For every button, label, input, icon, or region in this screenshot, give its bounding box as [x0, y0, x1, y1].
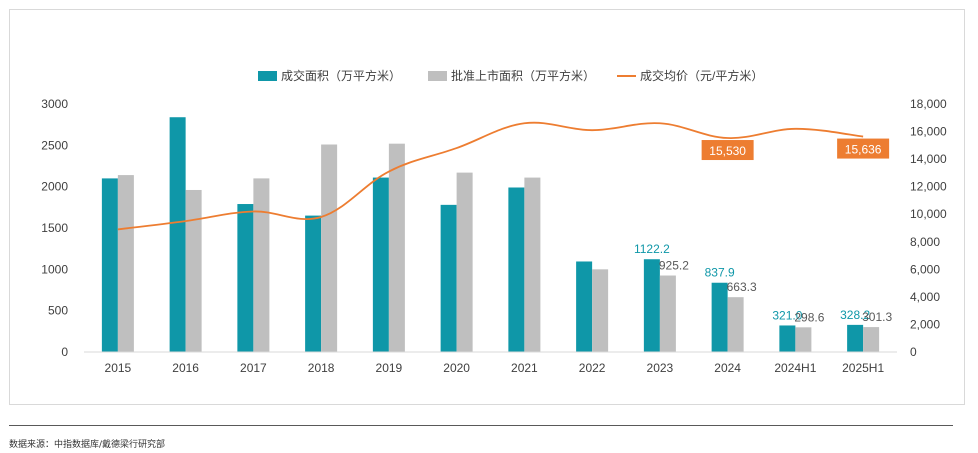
- bar-approved-area: [456, 172, 473, 352]
- bar-transaction-area: [305, 215, 322, 352]
- bar-transaction-area: [237, 204, 254, 352]
- x-tick-label: 2025H1: [842, 361, 884, 375]
- bar-transaction-area: [101, 178, 118, 352]
- bar-value-label: 663.3: [727, 280, 757, 294]
- x-tick-label: 2018: [308, 361, 335, 375]
- bar-transaction-area: [779, 325, 796, 352]
- y-right-tick-label: 18,000: [910, 97, 947, 111]
- legend-swatch: [258, 71, 277, 81]
- y-right-tick-label: 0: [910, 345, 917, 359]
- x-tick-label: 2017: [240, 361, 267, 375]
- bar-transaction-area: [576, 261, 593, 352]
- bar-approved-area: [185, 189, 202, 352]
- x-tick-label: 2024: [714, 361, 741, 375]
- x-tick-label: 2024H1: [774, 361, 816, 375]
- bar-approved-area: [524, 177, 541, 352]
- legend-label: 成交均价（元/平方米）: [640, 68, 763, 83]
- y-left-tick-label: 1500: [41, 221, 68, 235]
- bar-approved-area: [795, 327, 812, 352]
- bar-approved-area: [117, 175, 134, 352]
- x-tick-label: 2016: [172, 361, 199, 375]
- bar-approved-area: [388, 143, 405, 352]
- bar-transaction-area: [440, 204, 457, 352]
- y-right-tick-label: 8,000: [910, 235, 940, 249]
- bar-value-label: 1122.2: [634, 242, 670, 256]
- x-tick-label: 2015: [105, 361, 132, 375]
- bar-value-label: 925.2: [659, 259, 689, 273]
- source-note: 数据来源：中指数据库/戴德梁行研究部: [9, 440, 166, 450]
- footer-divider: [9, 425, 953, 426]
- line-average-price: [117, 121, 864, 231]
- y-left-tick-label: 2500: [41, 138, 68, 152]
- bar-approved-area: [253, 178, 270, 352]
- bar-transaction-area: [847, 324, 864, 352]
- bar-transaction-area: [643, 259, 660, 352]
- y-left-tick-label: 500: [48, 304, 68, 318]
- bar-approved-area: [592, 269, 609, 352]
- price-callout-box: [701, 140, 754, 161]
- bar-value-label: 301.3: [862, 310, 892, 324]
- bar-value-label: 298.6: [794, 310, 824, 324]
- y-right-tick-label: 12,000: [910, 180, 947, 194]
- legend-swatch: [428, 71, 447, 81]
- legend-label: 批准上市面积（万平方米）: [451, 68, 595, 83]
- y-right-tick-label: 16,000: [910, 125, 947, 139]
- price-callout-box: [837, 138, 890, 159]
- y-left-tick-label: 0: [61, 345, 68, 359]
- y-right-tick-label: 2,000: [910, 317, 940, 331]
- y-right-tick-label: 10,000: [910, 207, 947, 221]
- x-tick-label: 2021: [511, 361, 538, 375]
- bar-transaction-area: [169, 117, 186, 352]
- y-right-tick-label: 14,000: [910, 152, 947, 166]
- x-tick-label: 2023: [647, 361, 674, 375]
- legend-label: 成交面积（万平方米）: [281, 68, 401, 83]
- x-tick-label: 2020: [443, 361, 470, 375]
- bar-value-label: 328.2: [840, 308, 870, 322]
- bar-value-label: 837.9: [705, 266, 735, 280]
- y-left-tick-label: 2000: [41, 180, 68, 194]
- price-callout-label: 15,530: [709, 144, 746, 158]
- bar-transaction-area: [372, 177, 389, 352]
- x-tick-label: 2022: [579, 361, 606, 375]
- bar-value-label: 321.0: [772, 308, 802, 322]
- bar-approved-area: [321, 144, 338, 352]
- price-callout-label: 15,636: [845, 143, 882, 157]
- y-right-tick-label: 4,000: [910, 290, 940, 304]
- bar-approved-area: [659, 275, 676, 352]
- y-left-tick-label: 3000: [41, 97, 68, 111]
- bar-approved-area: [863, 327, 880, 352]
- x-tick-label: 2019: [376, 361, 403, 375]
- bar-transaction-area: [711, 282, 728, 352]
- y-left-tick-label: 1000: [41, 262, 68, 276]
- bar-approved-area: [727, 297, 744, 352]
- y-right-tick-label: 6,000: [910, 262, 940, 276]
- bar-transaction-area: [508, 187, 525, 352]
